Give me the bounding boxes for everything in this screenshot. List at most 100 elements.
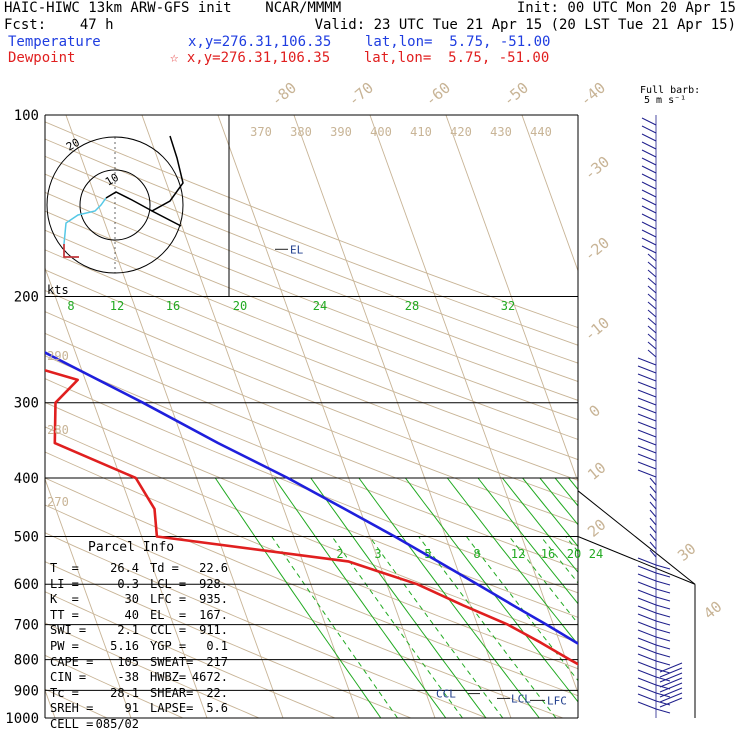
theta-label: 290 bbox=[47, 349, 69, 363]
init-time: Init: 00 UTC Mon 20 Apr 15 bbox=[516, 0, 736, 16]
wind-barb bbox=[647, 317, 657, 326]
wind-barb bbox=[655, 628, 671, 634]
wind-barb bbox=[649, 509, 657, 518]
mixing-ratio-label: 5 bbox=[424, 547, 431, 561]
wind-barb bbox=[637, 629, 657, 638]
isotherm-label: -40 bbox=[577, 79, 609, 110]
mixing-ratio-label: 8 bbox=[473, 547, 480, 561]
wind-barb bbox=[637, 589, 657, 598]
dewpoint-legend-label: Dewpoint bbox=[8, 50, 76, 66]
wind-barb bbox=[659, 682, 683, 693]
parcel-info-cell: Tc = bbox=[50, 685, 79, 700]
mixing-ratio-label: 3 bbox=[374, 547, 381, 561]
theta-label: 280 bbox=[47, 423, 69, 437]
wind-barb bbox=[647, 301, 657, 310]
wind-barb bbox=[647, 341, 657, 350]
parcel-info-cell: CELL = bbox=[50, 717, 94, 731]
wind-barb bbox=[637, 597, 657, 606]
mixing-ratio-label: 16 bbox=[541, 547, 555, 561]
theta-label: 440 bbox=[530, 125, 552, 139]
dry-adiabats bbox=[45, 121, 578, 718]
wind-barb bbox=[647, 277, 657, 286]
parcel-info-title: Parcel Info bbox=[88, 540, 175, 555]
wind-barb bbox=[649, 525, 657, 534]
forecast-hour: Fcst: 47 h bbox=[4, 17, 114, 33]
isotherm-line bbox=[445, 115, 578, 484]
isotherm-label: 0 bbox=[586, 401, 604, 421]
wind-barb bbox=[655, 708, 671, 714]
wind-barb bbox=[641, 117, 657, 126]
theta-label: 380 bbox=[290, 125, 312, 139]
dry-adiabat-line bbox=[45, 138, 578, 346]
wind-barb bbox=[649, 533, 657, 542]
mixing-ratio-line bbox=[502, 477, 578, 573]
parcel-info-cell: EL = bbox=[150, 607, 187, 622]
isotherm-label: -70 bbox=[345, 79, 377, 110]
hodograph-ring-label: 10 bbox=[103, 171, 121, 189]
wind-barb bbox=[655, 692, 671, 698]
parcel-info-cell: 085/02 bbox=[95, 717, 139, 731]
hodograph-units: kts bbox=[47, 283, 69, 297]
theta-label: 270 bbox=[47, 495, 69, 509]
wind-barb bbox=[647, 349, 657, 358]
wind-barb bbox=[637, 429, 657, 438]
temperature-legend-label: Temperature bbox=[8, 34, 101, 50]
wind-barb bbox=[637, 581, 657, 590]
wind-barb bbox=[637, 357, 657, 366]
wind-barb bbox=[637, 389, 657, 398]
dry-adiabat-line bbox=[45, 249, 578, 461]
parcel-info-cell: 4672. bbox=[191, 670, 228, 685]
wind-barb bbox=[659, 697, 683, 708]
wind-barb bbox=[641, 189, 657, 198]
wind-barb bbox=[655, 572, 671, 578]
valid-time: Valid: 23 UTC Tue 21 Apr 15 (20 LST Tue … bbox=[314, 17, 736, 33]
theta-label: 430 bbox=[490, 125, 512, 139]
mixing-ratio-label: 20 bbox=[233, 299, 247, 313]
theta-label: 410 bbox=[410, 125, 432, 139]
parcel-info-cell: CCL = bbox=[150, 623, 187, 638]
pressure-tick-label: 700 bbox=[14, 618, 39, 634]
isotherm-label: -30 bbox=[581, 153, 613, 184]
wind-barb bbox=[637, 557, 657, 566]
pressure-tick-label: 200 bbox=[14, 290, 39, 306]
parcel-info-cell: HWBZ= bbox=[150, 670, 187, 685]
wind-barb bbox=[641, 245, 657, 254]
ccl-level-label: CCL bbox=[436, 688, 456, 701]
wind-barb bbox=[659, 667, 683, 678]
parcel-info-cell: 911. bbox=[199, 623, 228, 638]
parcel-info-cell: CAPE = bbox=[50, 654, 94, 669]
wind-barbs bbox=[637, 115, 683, 718]
wind-panel-edge bbox=[577, 536, 696, 585]
dry-adiabat-line bbox=[45, 269, 578, 481]
wind-barb bbox=[647, 333, 657, 342]
parcel-info-cell: 2.1 bbox=[117, 623, 139, 638]
dry-adiabat-line bbox=[45, 477, 578, 697]
wind-barb bbox=[641, 157, 657, 166]
wind-barb bbox=[647, 293, 657, 302]
dry-adiabat-line bbox=[45, 426, 578, 644]
isotherm-label: -60 bbox=[422, 79, 454, 110]
theta-label: 390 bbox=[330, 125, 352, 139]
wind-barb bbox=[649, 477, 657, 486]
wind-barb bbox=[641, 205, 657, 214]
wind-barb bbox=[647, 309, 657, 318]
wind-barb bbox=[649, 485, 657, 494]
mixing-ratio-label: 12 bbox=[110, 299, 124, 313]
parcel-info-cell: 22. bbox=[206, 685, 228, 700]
wind-barb bbox=[637, 605, 657, 614]
hodograph-trace-lower bbox=[63, 197, 107, 258]
wind-barb bbox=[655, 636, 671, 642]
parcel-info-cell: TT = bbox=[50, 607, 79, 622]
dry-adiabat-line bbox=[45, 504, 564, 718]
moist-adiabat-line bbox=[620, 537, 740, 719]
wind-barb bbox=[659, 687, 683, 698]
wind-barb bbox=[637, 677, 657, 686]
mixing-ratio-label: 24 bbox=[589, 547, 603, 561]
wind-barb bbox=[637, 565, 657, 574]
barb-legend-units: 5 m s⁻¹ bbox=[644, 95, 687, 106]
wind-barb bbox=[637, 381, 657, 390]
isotherm-line bbox=[45, 266, 208, 718]
pressure-tick-label: 1000 bbox=[5, 711, 39, 727]
moist-adiabat-line bbox=[331, 536, 463, 718]
parcel-info-cell: SWEAT= bbox=[150, 654, 194, 669]
